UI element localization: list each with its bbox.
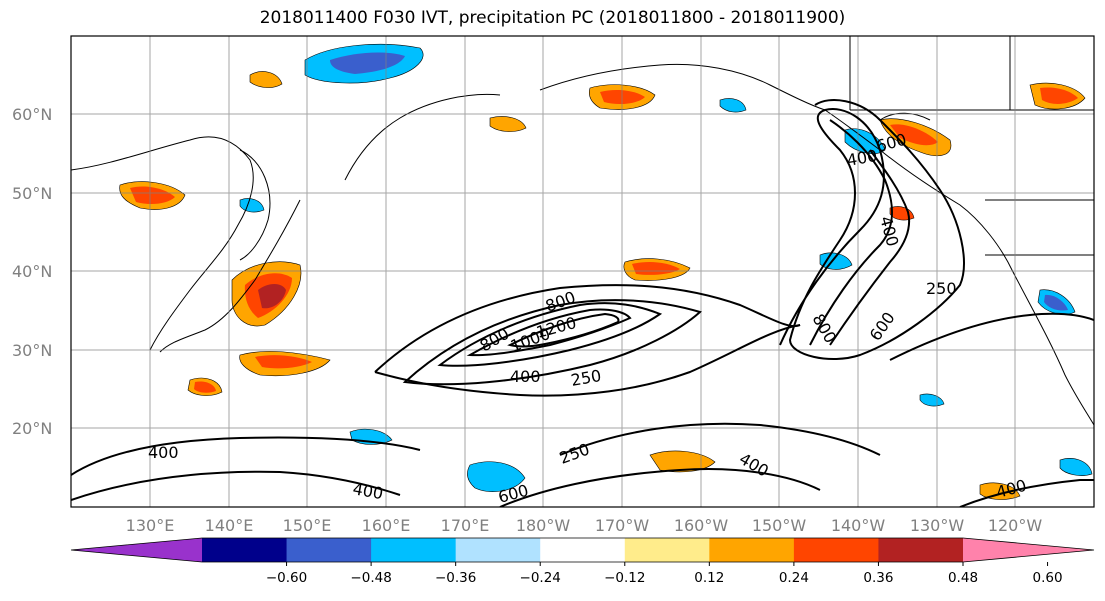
ivt-contours: [71, 99, 1094, 507]
lon-label: 130°E: [126, 516, 175, 535]
colorbar-extension-low: [71, 538, 202, 562]
contour-label: 250: [926, 279, 957, 298]
lon-label: 140°W: [831, 516, 886, 535]
lon-label: 160°W: [674, 516, 729, 535]
lon-label: 160°E: [362, 516, 411, 535]
contour-label: 400: [510, 367, 541, 386]
coastlines: [71, 36, 1094, 426]
colorbar-tick-label: −0.12: [604, 570, 645, 586]
longitude-labels: 130°E 140°E 150°E 160°E 170°E 180°W 170°…: [126, 516, 1043, 535]
lon-label: 170°W: [595, 516, 650, 535]
lon-label: 180°W: [516, 516, 571, 535]
colorbar-tick-label: 0.60: [1033, 570, 1063, 586]
colorbar-swatch: [455, 538, 541, 562]
colorbar: −0.60 −0.48 −0.36 −0.24 −0.12 0.12 0.24 0.36 0.4…: [70, 537, 1095, 586]
colorbar-tick-label: 0.48: [948, 570, 978, 586]
colorbar-tick-label: −0.36: [435, 570, 476, 586]
graticule: [71, 36, 1094, 507]
lon-label: 150°E: [283, 516, 332, 535]
colorbar-extension-high: [963, 538, 1094, 562]
colorbar-tick-label: 0.12: [694, 570, 724, 586]
colorbar-swatch: [793, 538, 879, 562]
colorbar-swatch: [540, 538, 626, 562]
lat-label: 20°N: [12, 419, 52, 438]
lon-label: 150°W: [752, 516, 807, 535]
colorbar-swatch: [878, 538, 964, 562]
lon-label: 130°W: [910, 516, 965, 535]
lon-label: 170°E: [441, 516, 490, 535]
colorbar-swatch: [624, 538, 710, 562]
colorbar-tick-label: 0.24: [779, 570, 809, 586]
lat-label: 30°N: [12, 341, 52, 360]
colorbar-tick-label: −0.48: [350, 570, 391, 586]
lat-label: 60°N: [12, 105, 52, 124]
colorbar-swatch: [371, 538, 457, 562]
colorbar-swatch: [286, 538, 372, 562]
latitude-labels: 60°N 50°N 40°N 30°N 20°N: [12, 105, 52, 438]
colorbar-tick-label: −0.60: [266, 570, 307, 586]
colorbar-swatch: [709, 538, 795, 562]
colorbar-tick-label: −0.24: [520, 570, 561, 586]
lon-label: 120°W: [988, 516, 1043, 535]
lat-label: 40°N: [12, 262, 52, 281]
colorbar-outline: [70, 537, 1095, 563]
map-frame: [70, 35, 1095, 508]
precipitation-shading: [119, 43, 1093, 500]
contour-label: 400: [148, 443, 179, 462]
colorbar-tick-label: 0.36: [863, 570, 893, 586]
map-title: 2018011400 F030 IVT, precipitation PC (2…: [259, 8, 846, 28]
lat-label: 50°N: [12, 184, 52, 203]
lon-label: 140°E: [205, 516, 254, 535]
colorbar-swatch: [202, 538, 288, 562]
